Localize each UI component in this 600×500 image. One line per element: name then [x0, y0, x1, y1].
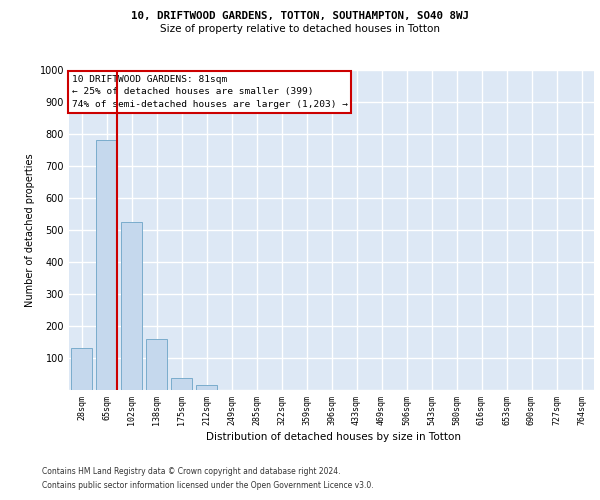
Text: Contains public sector information licensed under the Open Government Licence v3: Contains public sector information licen… [42, 481, 374, 490]
Text: Distribution of detached houses by size in Totton: Distribution of detached houses by size … [206, 432, 461, 442]
Text: 10 DRIFTWOOD GARDENS: 81sqm
← 25% of detached houses are smaller (399)
74% of se: 10 DRIFTWOOD GARDENS: 81sqm ← 25% of det… [71, 75, 347, 109]
Bar [96, 140, 117, 390]
Bar [146, 340, 167, 390]
Y-axis label: Number of detached properties: Number of detached properties [25, 153, 35, 307]
Bar [71, 348, 92, 390]
Text: 10, DRIFTWOOD GARDENS, TOTTON, SOUTHAMPTON, SO40 8WJ: 10, DRIFTWOOD GARDENS, TOTTON, SOUTHAMPT… [131, 10, 469, 20]
Bar [171, 378, 192, 390]
Text: Contains HM Land Registry data © Crown copyright and database right 2024.: Contains HM Land Registry data © Crown c… [42, 467, 341, 476]
Bar [121, 222, 142, 390]
Bar [196, 385, 217, 390]
Text: Size of property relative to detached houses in Totton: Size of property relative to detached ho… [160, 24, 440, 34]
